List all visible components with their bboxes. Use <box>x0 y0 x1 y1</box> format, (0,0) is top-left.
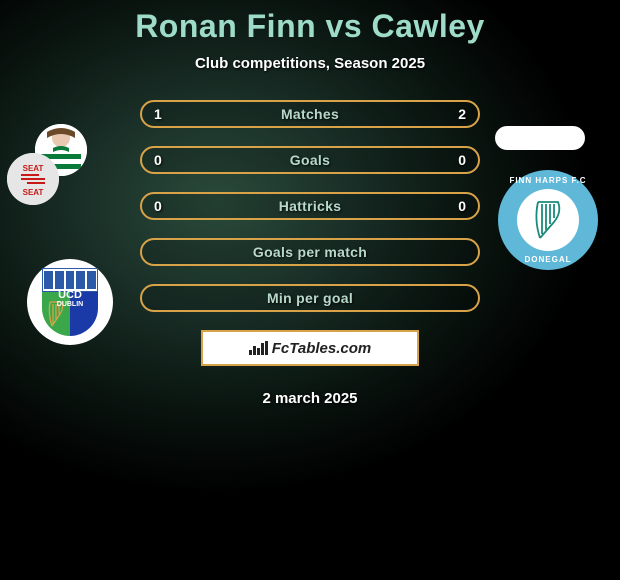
stat-left-value: 1 <box>154 106 162 122</box>
stat-label: Min per goal <box>267 290 353 306</box>
stat-right-value: 0 <box>458 198 466 214</box>
stat-label: Matches <box>281 106 339 122</box>
seat-sponsor-badge: SEAT SEAT <box>7 153 59 205</box>
ucd-subtext: DUBLIN <box>57 301 83 308</box>
date-text: 2 march 2025 <box>0 390 620 407</box>
brand-text: FcTables.com <box>272 340 371 357</box>
stat-label: Hattricks <box>279 198 342 214</box>
stat-rows: 1 Matches 2 0 Goals 0 0 Hattricks 0 Goal… <box>140 100 480 312</box>
stat-label: Goals per match <box>253 244 367 260</box>
finn-ring-bottom: DONEGAL <box>525 255 572 264</box>
finn-ring-top: FINN HARPS F.C <box>509 176 586 185</box>
card-content: Ronan Finn vs Cawley Club competitions, … <box>0 0 620 407</box>
finn-harps-badge: FINN HARPS F.C DONEGAL <box>498 170 598 270</box>
stat-right-value: 2 <box>458 106 466 122</box>
stat-row-matches: 1 Matches 2 <box>140 100 480 128</box>
bar-chart-icon <box>249 341 268 355</box>
stat-label: Goals <box>290 152 330 168</box>
stat-right-value: 0 <box>458 152 466 168</box>
ucd-club-badge: UCD DUBLIN <box>27 259 113 345</box>
ucd-text: UCD <box>58 289 82 301</box>
stat-left-value: 0 <box>154 152 162 168</box>
stat-row-gpm: Goals per match <box>140 238 480 266</box>
svg-text:SEAT: SEAT <box>23 188 44 197</box>
harp-icon <box>530 198 566 242</box>
stat-row-mpg: Min per goal <box>140 284 480 312</box>
player-right-avatar <box>495 126 585 150</box>
page-title: Ronan Finn vs Cawley <box>0 8 620 45</box>
stat-row-hattricks: 0 Hattricks 0 <box>140 192 480 220</box>
finn-inner-circle <box>517 189 579 251</box>
subtitle: Club competitions, Season 2025 <box>0 55 620 72</box>
seat-logo-icon: SEAT SEAT <box>7 153 59 205</box>
stat-row-goals: 0 Goals 0 <box>140 146 480 174</box>
brand-box[interactable]: FcTables.com <box>201 330 419 366</box>
svg-text:SEAT: SEAT <box>23 164 44 173</box>
stat-left-value: 0 <box>154 198 162 214</box>
